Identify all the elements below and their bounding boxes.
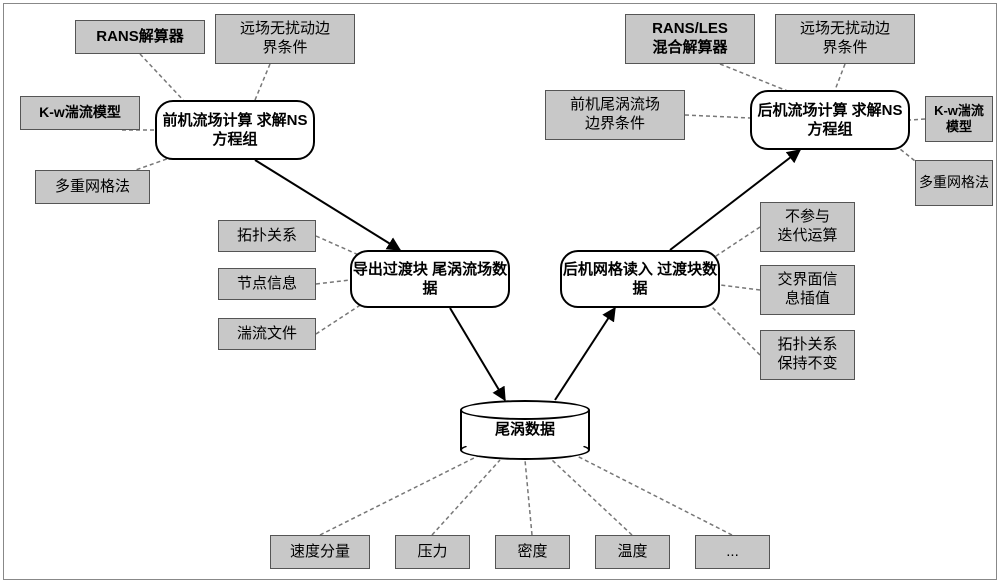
annotation-farfield-left: 远场无扰动边 界条件 bbox=[215, 14, 355, 64]
annotation-label: 不参与 迭代运算 bbox=[774, 208, 840, 246]
annotation-label: 湍流文件 bbox=[234, 325, 300, 344]
annotation-multigrid-right: 多重网格法 bbox=[915, 160, 993, 206]
annotation-kw-left: K-w湍流模型 bbox=[20, 96, 140, 130]
annotation-label: 温度 bbox=[614, 543, 650, 562]
annotation-label: 压力 bbox=[414, 543, 450, 562]
annotation-label: 远场无扰动边 界条件 bbox=[237, 20, 333, 58]
annotation-label: 前机尾涡流场 边界条件 bbox=[567, 96, 663, 134]
process-front-plane-flowfield: 前机流场计算 求解NS方程组 bbox=[155, 100, 315, 160]
annotation-density: 密度 bbox=[495, 535, 570, 569]
process-rear-plane-flowfield: 后机流场计算 求解NS方程组 bbox=[750, 90, 910, 150]
process-label: 后机流场计算 求解NS方程组 bbox=[752, 101, 908, 140]
annotation-farfield-right: 远场无扰动边 界条件 bbox=[775, 14, 915, 64]
process-rear-grid-read: 后机网格读入 过渡块数据 bbox=[560, 250, 720, 308]
process-label: 后机网格读入 过渡块数据 bbox=[562, 260, 718, 299]
annotation-label: 多重网格法 bbox=[916, 174, 992, 192]
annotation-label: 远场无扰动边 界条件 bbox=[797, 20, 893, 58]
annotation-topology: 拓扑关系 bbox=[218, 220, 316, 252]
annotation-no-iterate: 不参与 迭代运算 bbox=[760, 202, 855, 252]
annotation-label: 拓扑关系 保持不变 bbox=[774, 336, 840, 374]
annotation-label: 节点信息 bbox=[234, 275, 300, 294]
annotation-label: RANS解算器 bbox=[93, 28, 187, 47]
annotation-label: 密度 bbox=[514, 543, 550, 562]
annotation-label: 多重网格法 bbox=[52, 178, 133, 197]
annotation-vel-components: 速度分量 bbox=[270, 535, 370, 569]
process-export-transition-block: 导出过渡块 尾涡流场数据 bbox=[350, 250, 510, 308]
annotation-interface-interp: 交界面信 息插值 bbox=[760, 265, 855, 315]
annotation-rans-solver: RANS解算器 bbox=[75, 20, 205, 54]
annotation-multigrid-left: 多重网格法 bbox=[35, 170, 150, 204]
datastore-wake-data: 尾涡数据 bbox=[460, 400, 590, 460]
annotation-label: 拓扑关系 bbox=[234, 227, 300, 246]
process-label: 前机流场计算 求解NS方程组 bbox=[157, 111, 313, 150]
annotation-label: K-w湍流模型 bbox=[36, 104, 124, 122]
annotation-label: K-w湍流模型 bbox=[926, 103, 992, 136]
cylinder-top bbox=[460, 400, 590, 420]
annotation-pressure: 压力 bbox=[395, 535, 470, 569]
annotation-label: 交界面信 息插值 bbox=[774, 271, 840, 309]
process-label: 导出过渡块 尾涡流场数据 bbox=[352, 260, 508, 299]
annotation-label: RANS/LES 混合解算器 bbox=[649, 20, 731, 58]
annotation-temperature: 温度 bbox=[595, 535, 670, 569]
annotation-ellipsis: ... bbox=[695, 535, 770, 569]
annotation-front-wake-bc: 前机尾涡流场 边界条件 bbox=[545, 90, 685, 140]
annotation-kw-right: K-w湍流模型 bbox=[925, 96, 993, 142]
annotation-node-info: 节点信息 bbox=[218, 268, 316, 300]
annotation-label: 速度分量 bbox=[287, 543, 353, 562]
annotation-turb-file: 湍流文件 bbox=[218, 318, 316, 350]
annotation-topo-unchanged: 拓扑关系 保持不变 bbox=[760, 330, 855, 380]
datastore-label: 尾涡数据 bbox=[495, 420, 555, 440]
cylinder-bottom bbox=[460, 440, 590, 460]
annotation-ranles-solver: RANS/LES 混合解算器 bbox=[625, 14, 755, 64]
annotation-label: ... bbox=[723, 543, 742, 562]
